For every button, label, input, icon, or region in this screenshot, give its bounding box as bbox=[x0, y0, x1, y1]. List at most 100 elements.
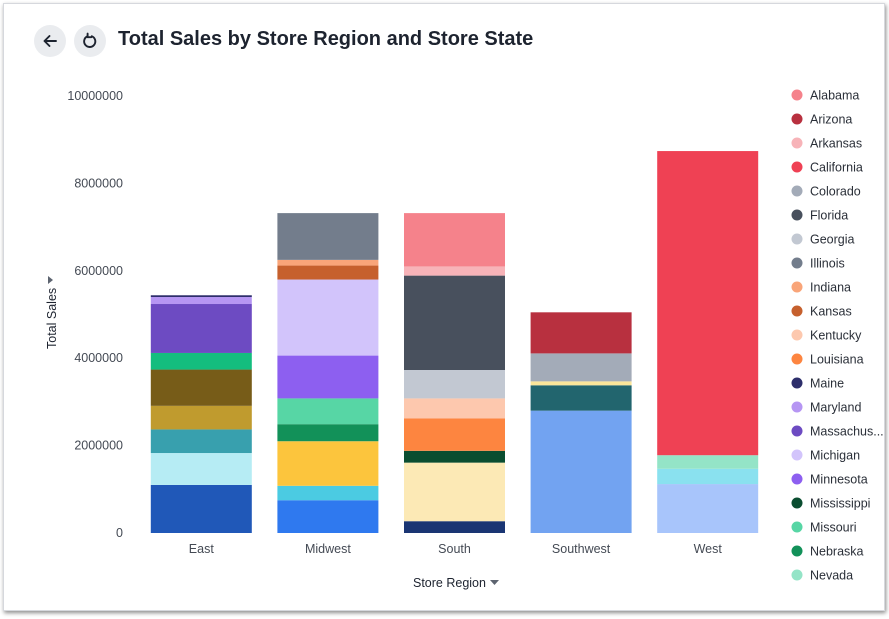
legend-swatch bbox=[791, 329, 803, 341]
bar-segment[interactable] bbox=[150, 429, 252, 454]
legend-swatch bbox=[791, 401, 803, 413]
legend-swatch bbox=[791, 209, 803, 221]
bar-segment[interactable] bbox=[657, 151, 759, 456]
bar-segment[interactable] bbox=[277, 441, 379, 486]
bar-segment[interactable] bbox=[277, 355, 379, 399]
legend-swatch bbox=[791, 233, 803, 245]
legend-swatch bbox=[791, 569, 803, 581]
legend-label: Michigan bbox=[810, 449, 860, 463]
legend-swatch bbox=[791, 305, 803, 317]
bar-segment[interactable] bbox=[404, 266, 505, 276]
bar-segment[interactable] bbox=[404, 462, 505, 522]
x-tick-label: Midwest bbox=[305, 542, 351, 556]
bar-stacks bbox=[150, 151, 759, 533]
bar-segment[interactable] bbox=[277, 398, 379, 425]
bar-segment[interactable] bbox=[150, 453, 252, 485]
legend-swatch bbox=[791, 353, 803, 365]
legend[interactable]: Alabama Arizona Arkansas California Colorado… bbox=[791, 89, 884, 583]
bar-segment[interactable] bbox=[530, 410, 632, 533]
bar-segment[interactable] bbox=[530, 353, 632, 382]
y-tick-label: 0 bbox=[116, 526, 123, 540]
bar-segment[interactable] bbox=[150, 405, 252, 430]
bar-segment[interactable] bbox=[277, 424, 379, 442]
bar-segment[interactable] bbox=[657, 455, 759, 469]
legend-label: Arizona bbox=[810, 113, 852, 127]
y-axis-title[interactable]: Total Sales bbox=[45, 288, 59, 349]
x-tick-label: South bbox=[438, 542, 471, 556]
refresh-icon bbox=[83, 32, 97, 48]
legend-swatch bbox=[791, 161, 803, 173]
legend-swatch bbox=[791, 521, 803, 533]
legend-item[interactable]: Louisiana bbox=[791, 353, 864, 367]
bar-segment[interactable] bbox=[277, 279, 379, 356]
legend-item[interactable]: Maine bbox=[791, 377, 845, 391]
bar-segment[interactable] bbox=[657, 468, 759, 485]
legend-item[interactable]: Indiana bbox=[791, 281, 852, 295]
bar-segment[interactable] bbox=[150, 295, 252, 298]
refresh-button[interactable] bbox=[74, 25, 106, 57]
legend-item[interactable]: Maryland bbox=[791, 401, 862, 415]
legend-item[interactable]: Florida bbox=[791, 209, 849, 223]
legend-label: Florida bbox=[810, 209, 848, 223]
bar-segment[interactable] bbox=[404, 521, 505, 533]
bar-segment[interactable] bbox=[150, 352, 252, 370]
legend-item[interactable]: California bbox=[791, 161, 863, 175]
legend-item[interactable]: Massachus... bbox=[791, 425, 884, 439]
bar-segment[interactable] bbox=[530, 312, 632, 354]
bar-segment[interactable] bbox=[277, 500, 379, 533]
legend-item[interactable]: Illinois bbox=[791, 257, 845, 271]
legend-item[interactable]: Colorado bbox=[791, 185, 861, 199]
legend-swatch bbox=[791, 113, 803, 125]
bar-segment[interactable] bbox=[657, 484, 759, 533]
bar-segment[interactable] bbox=[404, 418, 505, 451]
bar-segment[interactable] bbox=[277, 485, 379, 501]
bar-segment[interactable] bbox=[404, 369, 505, 399]
x-axis-title[interactable]: Store Region bbox=[413, 576, 486, 590]
bar-segment[interactable] bbox=[150, 369, 252, 406]
arrow-left-icon bbox=[43, 35, 57, 47]
x-axis-title-caret-icon[interactable] bbox=[490, 580, 499, 585]
bar-segment[interactable] bbox=[277, 265, 379, 280]
legend-label: Colorado bbox=[810, 185, 861, 199]
x-tick-label: East bbox=[189, 542, 215, 556]
bar-segment[interactable] bbox=[530, 385, 632, 411]
bar-segment[interactable] bbox=[404, 213, 505, 267]
legend-label: Louisiana bbox=[810, 353, 864, 367]
bar-segment[interactable] bbox=[404, 398, 505, 419]
legend-item[interactable]: Minnesota bbox=[791, 473, 868, 487]
legend-label: California bbox=[810, 161, 863, 175]
legend-item[interactable]: Nevada bbox=[791, 569, 854, 583]
legend-item[interactable]: Mississippi bbox=[791, 497, 871, 511]
legend-swatch bbox=[791, 545, 803, 557]
bar-segment[interactable] bbox=[150, 297, 252, 305]
y-tick-label: 6000000 bbox=[74, 264, 123, 278]
bar-segment[interactable] bbox=[150, 484, 252, 533]
bar-segment[interactable] bbox=[404, 450, 505, 463]
legend-swatch bbox=[791, 425, 803, 437]
legend-item[interactable]: Kentucky bbox=[791, 329, 863, 343]
y-axis: 0 2000000 4000000 6000000 8000000 10000000 bbox=[67, 89, 123, 540]
legend-label: Nevada bbox=[810, 569, 853, 583]
legend-item[interactable]: Alabama bbox=[791, 89, 860, 103]
bar-segment[interactable] bbox=[277, 213, 379, 260]
legend-item[interactable]: Arkansas bbox=[791, 137, 863, 151]
legend-item[interactable]: Michigan bbox=[791, 449, 861, 463]
legend-label: Kentucky bbox=[810, 329, 862, 343]
back-button[interactable] bbox=[34, 25, 66, 57]
legend-item[interactable]: Missouri bbox=[791, 521, 857, 535]
legend-label: Georgia bbox=[810, 233, 855, 247]
legend-item[interactable]: Kansas bbox=[791, 305, 852, 319]
legend-item[interactable]: Nebraska bbox=[791, 545, 864, 559]
bar-segment[interactable] bbox=[150, 304, 252, 353]
legend-swatch bbox=[791, 449, 803, 461]
legend-swatch bbox=[791, 377, 803, 389]
legend-label: Indiana bbox=[810, 281, 851, 295]
chart-title: Total Sales by Store Region and Store St… bbox=[118, 28, 534, 50]
y-axis-title-caret-icon[interactable] bbox=[48, 276, 53, 284]
bar-segment[interactable] bbox=[530, 381, 632, 386]
legend-item[interactable]: Georgia bbox=[791, 233, 855, 247]
legend-item[interactable]: Arizona bbox=[791, 113, 853, 127]
bar-segment[interactable] bbox=[277, 259, 379, 266]
bar-segment[interactable] bbox=[404, 275, 505, 370]
